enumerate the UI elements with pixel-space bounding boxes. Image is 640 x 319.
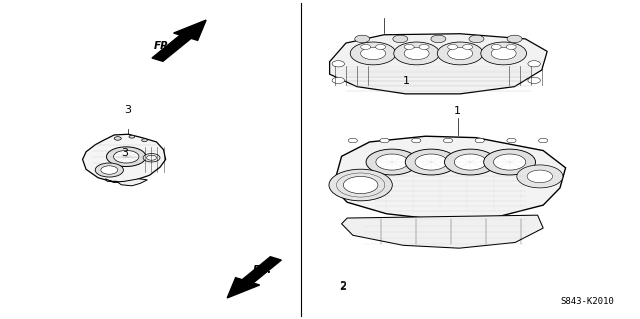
Circle shape	[376, 154, 408, 170]
Circle shape	[147, 155, 157, 160]
Circle shape	[332, 77, 344, 84]
Circle shape	[463, 44, 473, 49]
Circle shape	[481, 42, 527, 65]
Circle shape	[106, 147, 146, 167]
Circle shape	[492, 44, 501, 49]
Circle shape	[376, 44, 386, 49]
Circle shape	[361, 47, 386, 60]
Circle shape	[448, 44, 458, 49]
Polygon shape	[83, 134, 166, 182]
Circle shape	[348, 138, 357, 143]
Polygon shape	[330, 136, 566, 219]
Circle shape	[528, 61, 540, 67]
Circle shape	[404, 44, 414, 49]
Circle shape	[507, 35, 522, 43]
Circle shape	[539, 138, 548, 143]
Circle shape	[95, 163, 124, 177]
Polygon shape	[342, 215, 543, 248]
Circle shape	[141, 139, 147, 142]
Circle shape	[469, 35, 484, 43]
Circle shape	[493, 154, 525, 170]
Circle shape	[380, 138, 389, 143]
Circle shape	[444, 138, 452, 143]
Circle shape	[329, 169, 392, 201]
Circle shape	[355, 35, 370, 43]
Circle shape	[143, 153, 160, 162]
Circle shape	[361, 44, 371, 49]
Circle shape	[454, 154, 486, 170]
Circle shape	[412, 138, 421, 143]
Circle shape	[332, 61, 344, 67]
Text: 1: 1	[403, 76, 410, 86]
Circle shape	[405, 149, 457, 175]
Circle shape	[527, 170, 552, 183]
Text: 3: 3	[125, 105, 131, 115]
Circle shape	[492, 47, 516, 60]
Text: 2: 2	[339, 281, 347, 291]
Circle shape	[444, 149, 497, 175]
Circle shape	[528, 77, 540, 84]
Circle shape	[350, 42, 396, 65]
Circle shape	[431, 35, 446, 43]
Circle shape	[366, 149, 418, 175]
Polygon shape	[227, 257, 282, 298]
Circle shape	[507, 138, 516, 143]
Text: 3: 3	[122, 148, 128, 158]
Text: 1: 1	[454, 107, 461, 116]
Circle shape	[506, 44, 516, 49]
Text: FR.: FR.	[154, 41, 173, 51]
Circle shape	[404, 47, 429, 60]
Circle shape	[517, 165, 563, 188]
Circle shape	[437, 42, 483, 65]
Circle shape	[344, 176, 378, 194]
Polygon shape	[330, 34, 547, 94]
Circle shape	[101, 166, 118, 174]
Circle shape	[129, 135, 134, 138]
Circle shape	[419, 44, 429, 49]
Circle shape	[415, 154, 447, 170]
Polygon shape	[105, 179, 147, 186]
Circle shape	[448, 47, 473, 60]
Text: FR.: FR.	[253, 264, 272, 275]
Circle shape	[484, 149, 536, 175]
Circle shape	[475, 138, 484, 143]
Text: S843-K2010: S843-K2010	[561, 297, 614, 306]
Polygon shape	[152, 20, 206, 61]
Circle shape	[394, 42, 440, 65]
Text: 2: 2	[339, 282, 346, 292]
Circle shape	[114, 137, 122, 140]
Circle shape	[113, 150, 139, 163]
Circle shape	[393, 35, 408, 43]
